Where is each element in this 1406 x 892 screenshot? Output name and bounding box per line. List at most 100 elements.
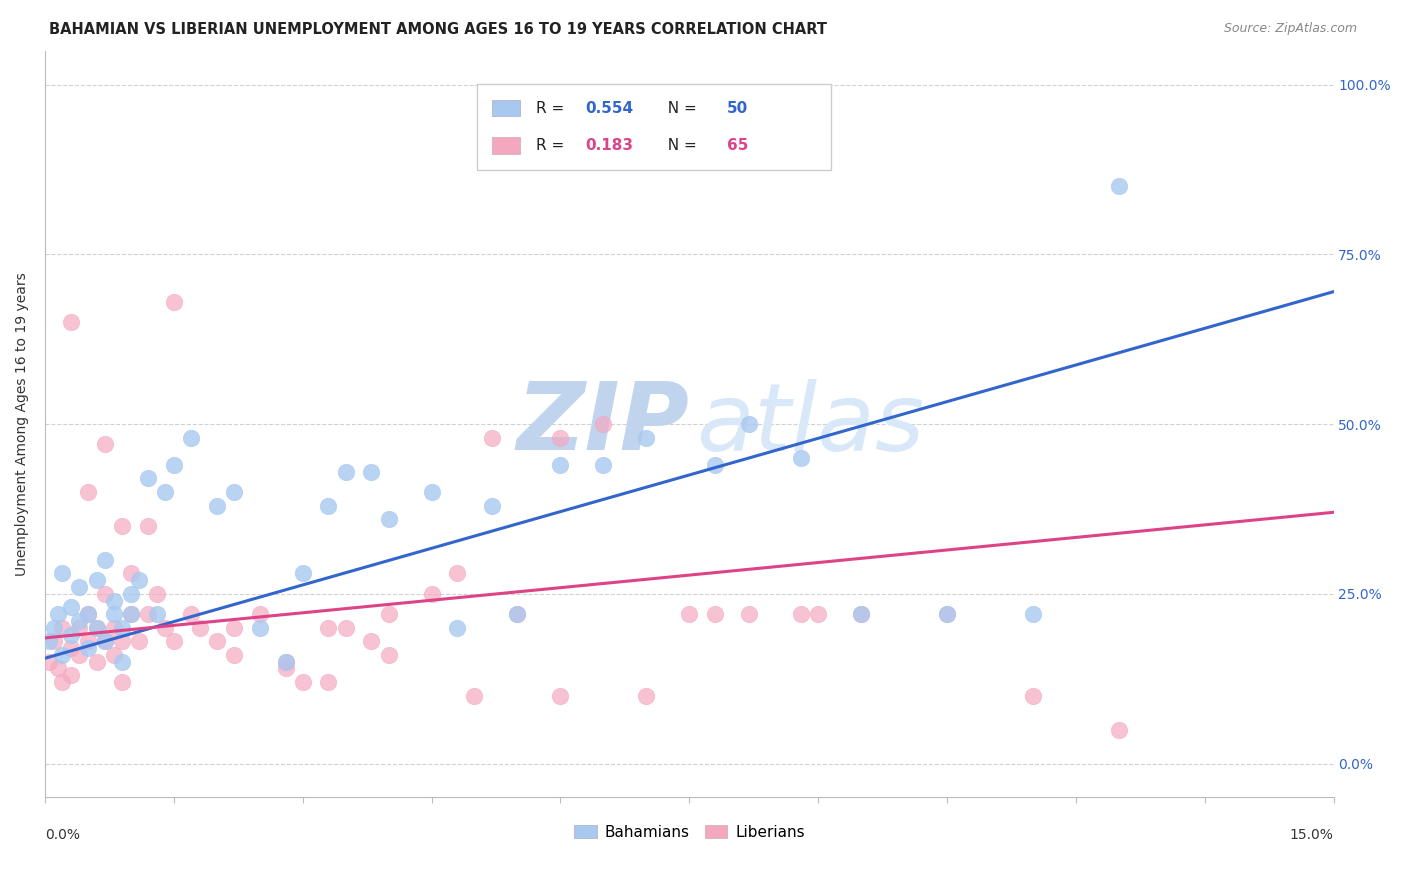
Point [120,607,142,622]
Text: N =: N = [658,138,702,153]
Point [94,553,117,567]
Legend: Bahamians, Liberians: Bahamians, Liberians [568,819,811,846]
Point [51,566,73,581]
Point [136,607,159,622]
Point [318,675,340,690]
Point [103,593,125,607]
Point [94,634,117,648]
Point [592,458,614,472]
Point [163,458,186,472]
Point [481,431,503,445]
Point [636,431,658,445]
Point [550,689,572,703]
Point [249,607,271,622]
Point [77,485,100,500]
Point [86,621,108,635]
Point [738,607,761,622]
Text: atlas: atlas [696,378,924,469]
Point [550,431,572,445]
Point [377,607,399,622]
Point [46,661,69,675]
Point [51,675,73,690]
Point [59,627,82,641]
Point [936,607,959,622]
Point [790,607,813,622]
Point [506,607,529,622]
Point [67,648,90,662]
Point [77,607,100,622]
Point [103,621,125,635]
Point [318,499,340,513]
Point [94,634,117,648]
Point [849,607,872,622]
Point [506,607,529,622]
Point [67,621,90,635]
Point [67,614,90,628]
Point [420,485,443,500]
Point [51,648,73,662]
Point [274,655,297,669]
Point [120,587,142,601]
Point [291,566,314,581]
Point [180,431,202,445]
Y-axis label: Unemployment Among Ages 16 to 19 years: Unemployment Among Ages 16 to 19 years [15,272,30,576]
Text: ZIP: ZIP [516,378,689,470]
Point [111,621,134,635]
Point [738,417,761,431]
Point [222,648,245,662]
Bar [492,137,520,153]
Point [103,607,125,622]
Point [145,587,167,601]
Text: 0.0%: 0.0% [45,828,80,841]
Point [67,580,90,594]
FancyBboxPatch shape [477,84,831,170]
Point [103,648,125,662]
Point [163,294,186,309]
Point [318,621,340,635]
Point [360,634,382,648]
Point [86,621,108,635]
Point [46,607,69,622]
Point [446,621,468,635]
Text: 0.554: 0.554 [585,101,633,116]
Point [936,607,959,622]
Point [360,465,382,479]
Point [128,573,150,587]
Text: 65: 65 [727,138,748,153]
Point [274,655,297,669]
Bar [492,100,520,116]
Text: Source: ZipAtlas.com: Source: ZipAtlas.com [1223,22,1357,36]
Point [420,587,443,601]
Point [1022,607,1045,622]
Point [205,499,228,513]
Point [1108,723,1130,737]
Point [59,315,82,329]
Point [636,689,658,703]
Point [111,519,134,533]
Point [1108,179,1130,194]
Point [94,437,117,451]
Text: 0.183: 0.183 [585,138,633,153]
Point [790,450,813,465]
Point [111,655,134,669]
Point [678,607,700,622]
Point [291,675,314,690]
Point [849,607,872,622]
Point [120,566,142,581]
Point [249,621,271,635]
Point [463,689,485,703]
Point [86,655,108,669]
Point [77,641,100,656]
Point [38,655,60,669]
Point [222,621,245,635]
Point [180,607,202,622]
Point [377,648,399,662]
Point [42,621,65,635]
Point [86,573,108,587]
Point [94,587,117,601]
Text: N =: N = [658,101,702,116]
Text: BAHAMIAN VS LIBERIAN UNEMPLOYMENT AMONG AGES 16 TO 19 YEARS CORRELATION CHART: BAHAMIAN VS LIBERIAN UNEMPLOYMENT AMONG … [49,22,827,37]
Point [550,458,572,472]
Point [155,621,177,635]
Text: 15.0%: 15.0% [1289,828,1333,841]
